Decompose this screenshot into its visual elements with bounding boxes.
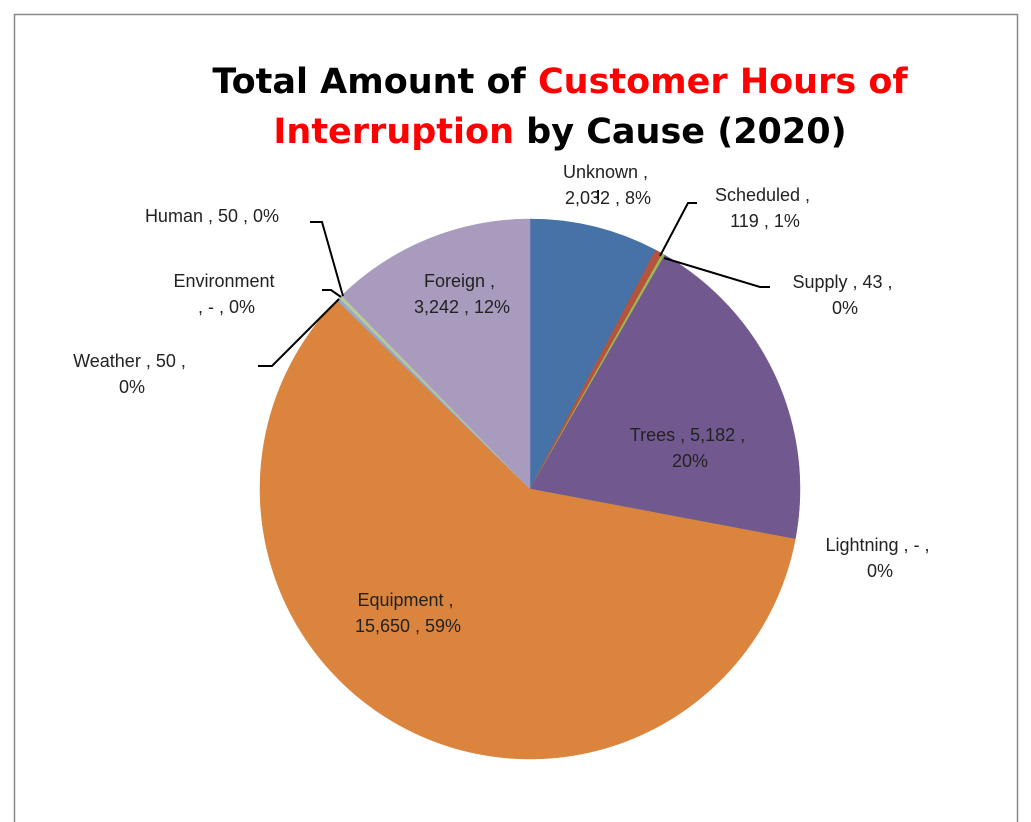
label-part: Unknown [563,162,638,182]
label-part: 0% [867,561,893,581]
label-part: 2,032 [565,188,610,208]
label-part: Scheduled [715,185,800,205]
label-part: , [759,211,774,231]
title-line: Interruption by Cause (2020) [273,112,846,152]
label-part: , [735,425,750,445]
label-part: , [485,271,500,291]
label-part: 12% [474,297,510,317]
label-part: , [141,351,156,371]
label-part: , [203,206,218,226]
label-part: 50 [218,206,238,226]
title-part: Interruption [273,112,514,152]
pie-slice [529,254,801,540]
pie-slice [259,299,796,760]
label-part: , [899,535,914,555]
label-part: , [214,297,229,317]
label-part: , [610,188,625,208]
label-part: , [847,272,862,292]
title-line: Total Amount of Customer Hours of [212,62,908,102]
leader-line [659,202,697,257]
label-part: , [410,616,425,636]
label-part: 119 [730,211,759,231]
leader-line [310,221,344,297]
label-part: , [238,206,253,226]
title-part: Total Amount of [212,62,538,102]
label-part: , [193,297,208,317]
label-part: 20% [672,451,708,471]
data-label: Environment , - , 0% [173,271,274,317]
chart-title: Total Amount of Customer Hours of Interru… [212,62,908,152]
label-part: 43 [863,272,883,292]
label-part: Human [145,206,203,226]
label-part: 5,182 [690,425,735,445]
data-label: Human , 50 , 0% [145,206,279,226]
title-part: Customer Hours of [538,62,908,102]
label-part: , [638,162,653,182]
label-part: 0% [119,377,145,397]
pie-slice [341,218,531,490]
data-label: Unknown , 2,032 , 8% [563,162,653,208]
data-label: Scheduled , 119 , 1% [715,185,815,231]
data-label: Lightning , - , 0% [825,535,934,581]
label-part: , [883,272,898,292]
leader-lines [258,190,770,367]
pie [259,218,801,760]
leader-line [322,289,342,298]
label-part: , [444,590,459,610]
data-label: Trees , 5,182 , 20% [630,425,750,471]
data-label: Supply , 43 , 0% [792,272,897,318]
label-part: - [208,297,214,317]
label-part: 15,650 [355,616,410,636]
label-part: , [800,185,815,205]
label-part: Trees [630,425,675,445]
label-part: 0% [832,298,858,318]
label-part: 3,242 [414,297,459,317]
label-part: , [920,535,935,555]
pie-slice [529,218,657,490]
label-part: 59% [425,616,461,636]
label-part: Foreign [424,271,485,291]
data-labels: Unknown , 2,032 , 8% Scheduled , 119 , 1%… [73,162,934,636]
leader-line [663,257,770,288]
title-part: by Cause (2020) [514,112,847,152]
data-label: Equipment , 15,650 , 59% [355,590,461,636]
label-part: Supply [792,272,847,292]
label-part: Equipment [357,590,443,610]
label-part: Environment [173,271,274,291]
label-part: Weather [73,351,141,371]
label-part: , [176,351,191,371]
label-part: 8% [625,188,651,208]
label-part: - [914,535,920,555]
label-part: 0% [253,206,279,226]
label-part: 1% [774,211,800,231]
data-label: Weather , 50 , 0% [73,351,191,397]
data-label: Foreign , 3,242 , 12% [414,271,510,317]
label-part: 50 [156,351,176,371]
label-part: 0% [229,297,255,317]
label-part: Lightning [825,535,898,555]
label-part: , [675,425,690,445]
label-part: , [459,297,474,317]
leader-line [258,298,340,367]
